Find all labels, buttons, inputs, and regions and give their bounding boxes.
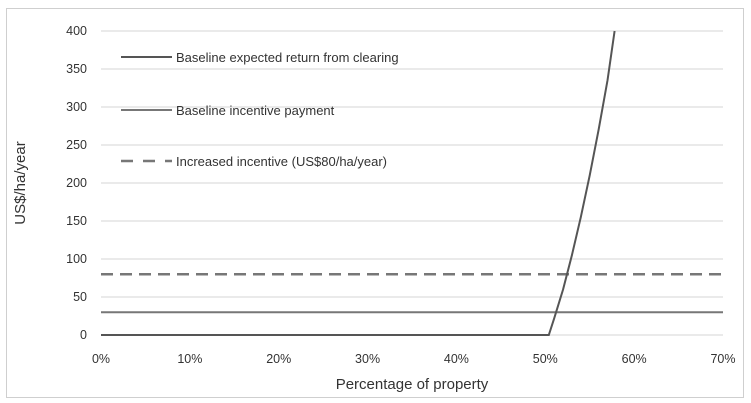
y-tick-label: 0 bbox=[80, 328, 87, 342]
x-tick-label: 0% bbox=[92, 352, 110, 366]
x-tick-label: 30% bbox=[355, 352, 380, 366]
y-axis-title: US$/ha/year bbox=[12, 141, 29, 224]
series-line-0 bbox=[101, 30, 616, 336]
x-tick-label: 70% bbox=[710, 352, 735, 366]
y-tick-label: 400 bbox=[66, 24, 87, 38]
y-tick-label: 100 bbox=[66, 252, 87, 266]
gridlines bbox=[101, 30, 723, 336]
x-axis-ticks: 0% 10% 20% 30% 40% 50% 60% 70% bbox=[92, 352, 736, 366]
y-tick-label: 200 bbox=[66, 176, 87, 190]
x-tick-label: 50% bbox=[533, 352, 558, 366]
y-tick-label: 150 bbox=[66, 214, 87, 228]
legend-label: Baseline expected return from clearing bbox=[176, 50, 399, 65]
chart-frame bbox=[6, 8, 744, 398]
y-tick-label: 50 bbox=[73, 290, 87, 304]
series-layer bbox=[101, 30, 723, 336]
x-tick-label: 40% bbox=[444, 352, 469, 366]
legend-label: Baseline incentive payment bbox=[176, 103, 335, 118]
x-axis-title: Percentage of property bbox=[336, 376, 489, 393]
y-tick-label: 350 bbox=[66, 62, 87, 76]
legend-label: Increased incentive (US$80/ha/year) bbox=[176, 154, 387, 169]
legend: Baseline expected return from clearing Ba… bbox=[121, 50, 399, 169]
y-tick-label: 250 bbox=[66, 138, 87, 152]
x-tick-label: 20% bbox=[266, 352, 291, 366]
y-axis-ticks: 0 50 100 150 200 250 300 350 400 bbox=[66, 24, 87, 342]
y-tick-label: 300 bbox=[66, 100, 87, 114]
x-tick-label: 60% bbox=[622, 352, 647, 366]
x-tick-label: 10% bbox=[177, 352, 202, 366]
